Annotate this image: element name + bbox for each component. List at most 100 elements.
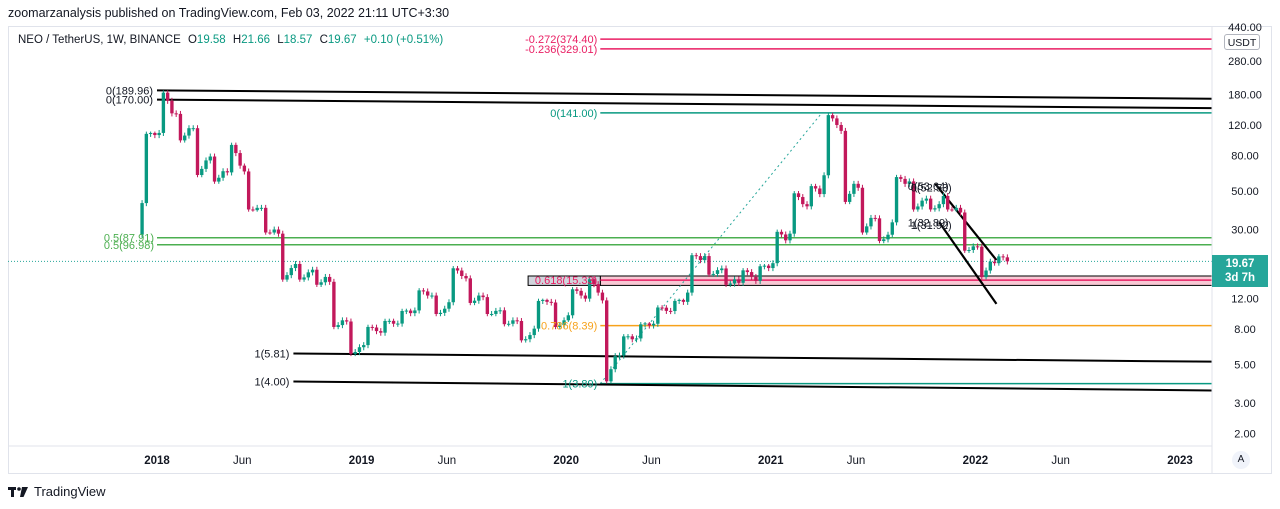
candle-body	[336, 325, 340, 327]
trend-line-label: 1(4.00)	[255, 376, 290, 388]
low-label: L	[277, 34, 284, 46]
candle-body	[724, 268, 728, 285]
time-tick-label: 2018	[144, 455, 170, 467]
trend-line	[293, 352, 1213, 363]
candle-body	[924, 198, 929, 201]
brand-name: TradingView	[34, 484, 106, 499]
candle-body	[758, 266, 762, 281]
candle-body	[370, 326, 374, 328]
candle-body	[784, 234, 788, 241]
candle-body	[634, 338, 639, 340]
candle-body	[489, 313, 494, 315]
trend-line	[156, 89, 1213, 100]
candle-body	[212, 156, 217, 182]
candle-body	[434, 295, 438, 315]
candle-body	[575, 289, 579, 291]
candle-body	[319, 282, 323, 285]
candle-body	[541, 299, 545, 301]
candle-body	[596, 284, 600, 293]
candle-body	[161, 92, 166, 133]
candle-body	[707, 256, 711, 275]
symbol-name[interactable]: NEO / TetherUS, 1W, BINANCE	[18, 34, 181, 46]
symbol-legend: NEO / TetherUS, 1W, BINANCE O19.58 H21.6…	[18, 34, 443, 46]
candle-body	[732, 279, 737, 284]
auto-scale-button[interactable]: A	[1232, 451, 1250, 469]
candle-body	[165, 92, 170, 101]
price-tick-label: 12.00	[1231, 294, 1259, 306]
fib-level-label: 1(3.89)	[562, 379, 597, 391]
fib-level-label: 0.618(15.33)	[535, 275, 597, 287]
candle-body	[234, 144, 238, 154]
candle-body	[766, 265, 771, 269]
candle-body	[911, 181, 916, 210]
candle-body	[728, 283, 732, 285]
candle-body	[916, 206, 920, 210]
time-tick-label: Jun	[847, 455, 866, 467]
candle-body	[613, 356, 617, 370]
candle-body	[843, 130, 848, 202]
time-tick-label: 2019	[349, 455, 375, 467]
candle-body	[558, 325, 562, 327]
candle-body	[502, 310, 507, 325]
candle-body	[281, 233, 285, 280]
fib-level-label: 0(141.00)	[550, 108, 597, 120]
candle-body	[941, 195, 946, 205]
candle-body	[950, 209, 954, 211]
candle-body	[251, 209, 255, 211]
candle-body	[622, 336, 626, 356]
candle-body	[447, 302, 451, 309]
high-value: 21.66	[241, 34, 270, 46]
candle-body	[630, 336, 634, 340]
candle-body	[677, 299, 681, 301]
candle-body	[396, 323, 400, 325]
candle-body	[532, 328, 536, 336]
candle-body	[195, 128, 200, 176]
channel-label: 1(32.89)	[908, 218, 949, 230]
candle-body	[873, 217, 877, 219]
trend-line	[156, 98, 1213, 110]
candle-body	[191, 128, 195, 130]
candle-body	[413, 310, 417, 314]
channel-lower-line	[938, 221, 998, 305]
candle-body	[1001, 256, 1005, 258]
candle-body	[694, 255, 698, 257]
candle-body	[524, 339, 528, 341]
time-tick-label: Jun	[1051, 455, 1070, 467]
candle-body	[600, 292, 605, 301]
time-tick-label: 2021	[758, 455, 784, 467]
candle-body	[528, 335, 532, 340]
candle-body	[379, 331, 383, 333]
fib-connector-line	[599, 112, 823, 384]
open-value: 19.58	[196, 34, 226, 46]
candle-body	[946, 195, 950, 210]
candle-body	[515, 320, 519, 322]
candle-body	[332, 281, 336, 327]
candle-body	[570, 289, 575, 316]
candle-body	[664, 307, 669, 311]
candle-body	[839, 124, 843, 131]
candle-body	[430, 295, 434, 297]
footer-brand[interactable]: TradingView	[8, 484, 106, 499]
candle-body	[967, 250, 971, 252]
candle-body	[690, 255, 694, 293]
candle-body	[438, 312, 443, 315]
candle-body	[605, 300, 609, 382]
price-tick-label: 3.00	[1234, 398, 1255, 410]
candle-body	[822, 175, 826, 195]
candle-body	[293, 263, 298, 269]
candle-body	[899, 177, 903, 179]
currency-unit-button[interactable]: USDT	[1224, 34, 1260, 50]
candle-body	[592, 279, 596, 285]
candle-body	[980, 246, 984, 278]
fib-level-label: -0.236(329.01)	[525, 44, 597, 56]
price-tick-label: 8.00	[1234, 324, 1255, 336]
candle-body	[609, 369, 613, 382]
tradingview-logo-icon	[8, 486, 28, 497]
candle-body	[545, 299, 549, 302]
open-label: O	[187, 34, 197, 46]
candle-body	[920, 200, 924, 207]
candle-body	[511, 320, 515, 324]
candle-body	[170, 100, 174, 114]
time-tick-label: Jun	[438, 455, 457, 467]
